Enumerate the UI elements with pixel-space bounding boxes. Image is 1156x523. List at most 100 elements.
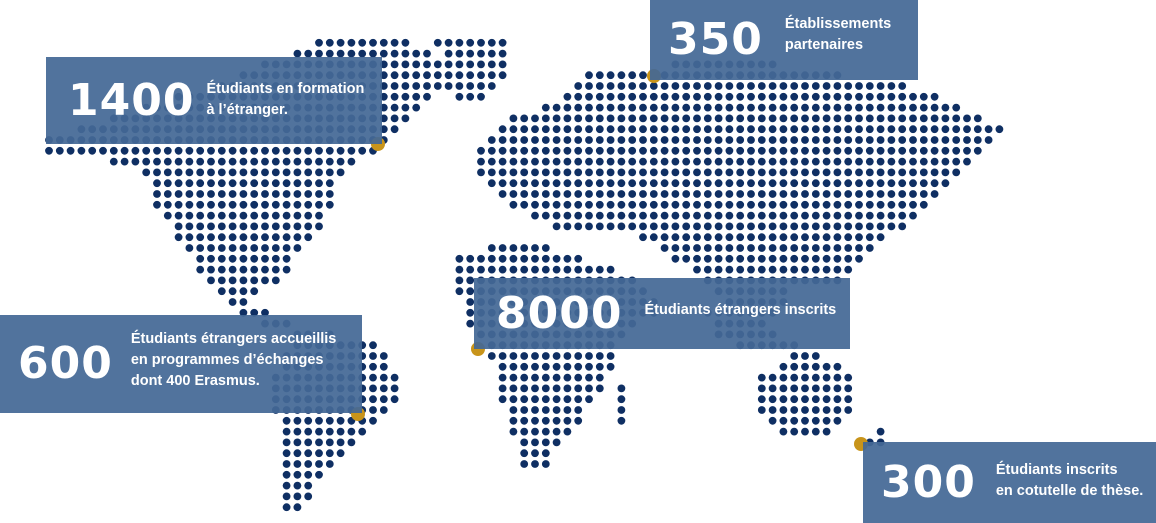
map-dot [790, 395, 799, 404]
map-dot [703, 157, 712, 166]
map-dot [822, 265, 831, 274]
map-dot [239, 233, 248, 242]
map-dot [855, 82, 863, 90]
map-dot [293, 416, 302, 425]
map-dot [833, 157, 842, 166]
map-dot [833, 244, 842, 252]
map-dot [855, 179, 863, 188]
map-dot [250, 190, 259, 198]
map-dot [790, 190, 799, 198]
map-dot [541, 352, 550, 360]
map-dot [271, 146, 280, 155]
map-dot [617, 200, 626, 209]
map-dot [779, 179, 788, 188]
map-dot [185, 211, 194, 220]
map-dot [606, 168, 615, 177]
map-dot [304, 222, 313, 231]
map-dot [477, 60, 485, 69]
map-dot [855, 157, 863, 166]
map-dot [293, 233, 302, 242]
map-dot [801, 168, 809, 177]
map-dot [811, 190, 820, 198]
map-dot [217, 254, 226, 263]
map-dot [282, 503, 291, 512]
map-dot [595, 157, 604, 166]
map-dot [390, 103, 399, 112]
stat-label-line: à l’étranger. [206, 101, 288, 118]
map-dot [498, 190, 507, 198]
map-dot [714, 222, 723, 231]
map-dot [671, 244, 680, 252]
map-dot [293, 211, 302, 220]
map-dot [747, 222, 755, 231]
map-dot [358, 427, 367, 436]
map-dot [595, 362, 604, 371]
map-dot [909, 103, 917, 112]
map-dot [444, 82, 453, 90]
map-dot [833, 190, 842, 198]
map-dot [747, 157, 755, 166]
map-dot [811, 200, 820, 209]
map-dot [671, 103, 680, 112]
map-dot [563, 179, 572, 188]
map-dot [844, 190, 853, 198]
map-dot [196, 200, 205, 209]
map-dot [574, 168, 583, 177]
map-dot [520, 449, 529, 458]
map-dot [163, 211, 172, 220]
map-dot [174, 190, 183, 198]
map-dot [271, 200, 280, 209]
map-dot [595, 71, 604, 80]
map-dot [876, 114, 885, 123]
map-dot [487, 38, 496, 47]
map-dot [261, 233, 269, 242]
map-dot [531, 384, 539, 393]
map-dot [99, 146, 107, 155]
map-dot [455, 60, 464, 69]
map-dot [541, 254, 550, 263]
map-dot [693, 157, 701, 166]
map-dot [963, 125, 971, 134]
map-dot [844, 157, 853, 166]
map-dot [811, 416, 820, 425]
map-dot [811, 427, 820, 436]
map-dot [671, 254, 680, 263]
map-dot [304, 190, 313, 198]
map-dot [606, 71, 615, 80]
map-dot [973, 114, 982, 123]
map-dot [801, 265, 809, 274]
map-dot [703, 136, 712, 144]
map-dot [531, 406, 539, 414]
map-dot [250, 287, 259, 296]
map-dot [779, 136, 788, 144]
map-dot [865, 82, 874, 90]
map-dot [811, 384, 820, 393]
map-dot [217, 146, 226, 155]
map-dot [487, 146, 496, 155]
map-dot [261, 276, 269, 285]
map-dot [617, 190, 626, 198]
map-dot [822, 103, 831, 112]
map-dot [336, 49, 345, 58]
map-dot [217, 200, 226, 209]
map-dot [822, 82, 831, 90]
map-dot [865, 125, 874, 134]
map-dot [790, 82, 799, 90]
map-dot [855, 114, 863, 123]
map-dot [855, 222, 863, 231]
map-dot [682, 114, 691, 123]
map-dot [531, 114, 539, 123]
map-dot [163, 190, 172, 198]
map-dot [563, 114, 572, 123]
map-dot [822, 136, 831, 144]
map-dot [379, 373, 388, 382]
map-dot [595, 222, 604, 231]
map-dot [822, 395, 831, 404]
map-dot [768, 384, 777, 393]
map-dot [649, 103, 658, 112]
map-dot [131, 157, 140, 166]
map-dot [628, 211, 637, 220]
map-dot [779, 200, 788, 209]
map-dot [649, 146, 658, 155]
map-dot [552, 114, 561, 123]
